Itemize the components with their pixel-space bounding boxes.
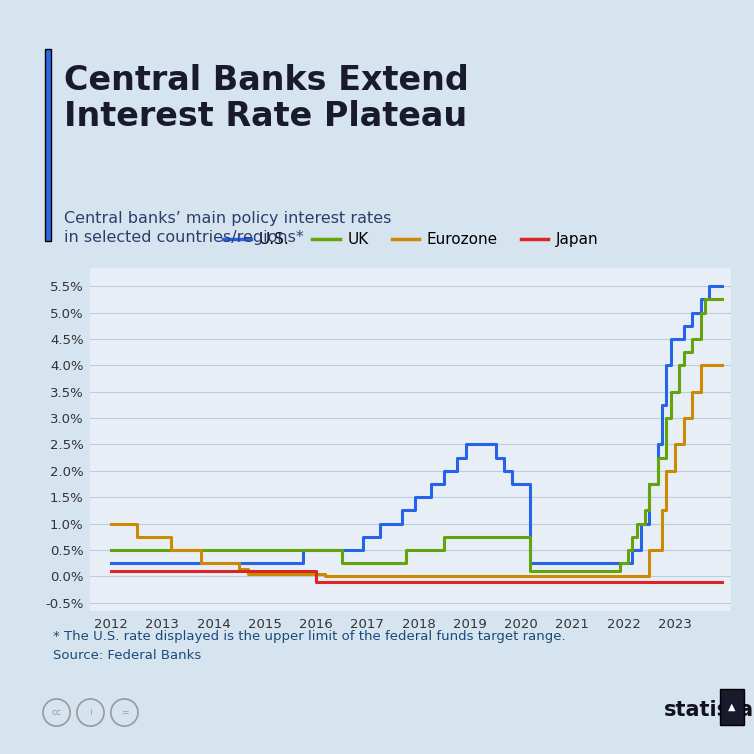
Text: cc: cc <box>51 708 62 717</box>
Text: statista: statista <box>664 700 754 720</box>
Text: Central banks’ main policy interest rates
in selected countries/regions*: Central banks’ main policy interest rate… <box>64 211 391 245</box>
Text: Central Banks Extend
Interest Rate Plateau: Central Banks Extend Interest Rate Plate… <box>64 64 469 133</box>
Text: =: = <box>121 708 128 717</box>
Text: * The U.S. rate displayed is the upper limit of the federal funds target range.
: * The U.S. rate displayed is the upper l… <box>53 630 565 661</box>
Legend: U.S., UK, Eurozone, Japan: U.S., UK, Eurozone, Japan <box>217 226 605 253</box>
Text: ▲: ▲ <box>728 702 736 713</box>
Text: i: i <box>89 708 92 717</box>
